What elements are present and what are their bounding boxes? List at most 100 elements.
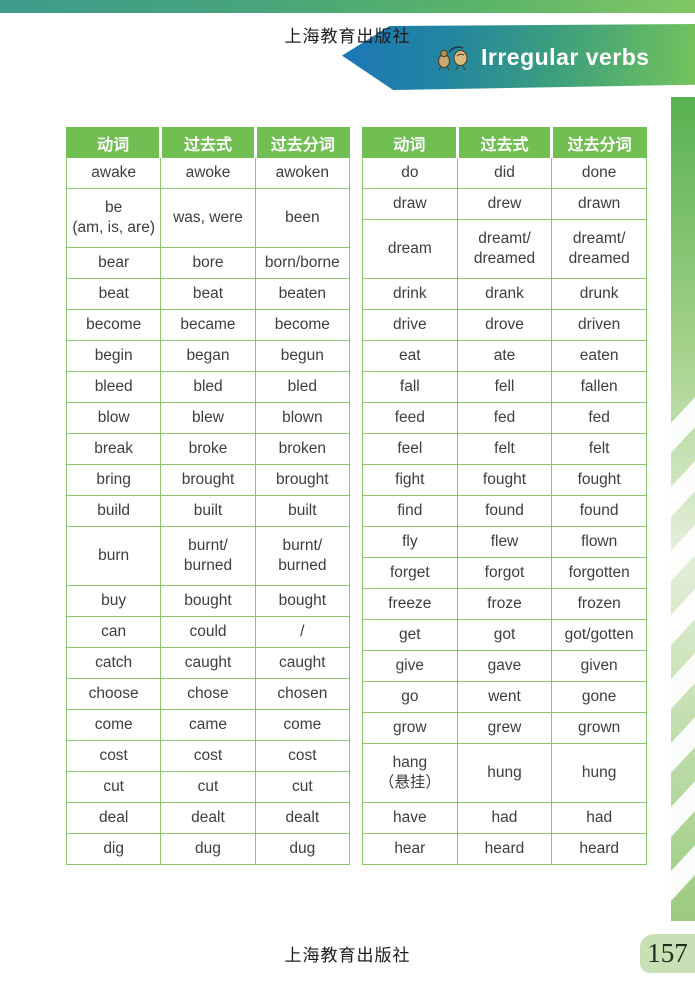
verb-cell: frozen xyxy=(551,588,647,620)
verb-cell: bled xyxy=(160,371,256,403)
verb-cell: have xyxy=(362,802,458,834)
verb-cell: cut xyxy=(65,771,162,803)
verb-cell: caught xyxy=(160,647,256,679)
verb-cell: forget xyxy=(362,557,458,589)
table-row: dig dug dug xyxy=(65,833,351,865)
table-row: find found found xyxy=(362,495,647,527)
table-row: blow blew blown xyxy=(65,402,351,434)
verb-cell: ate xyxy=(456,340,553,372)
table-row: drink drank drunk xyxy=(362,278,647,310)
header-row: 动词 过去式 过去分词 xyxy=(362,127,647,158)
verb-cell: hear xyxy=(362,833,458,865)
verb-cell: got xyxy=(456,619,553,651)
verb-cell: driven xyxy=(551,309,647,341)
table-row: awake awoke awoken xyxy=(65,157,351,189)
verb-cell: burn xyxy=(65,526,162,586)
table-row: bear bore born/borne xyxy=(65,247,351,279)
verb-cell: blew xyxy=(160,402,256,434)
table-row: draw drew drawn xyxy=(362,188,647,220)
verb-cell: fallen xyxy=(551,371,647,403)
verb-cell: do xyxy=(362,157,458,189)
verb-cell: buy xyxy=(65,585,162,617)
table-row: fall fell fallen xyxy=(362,371,647,403)
verb-cell: bleed xyxy=(65,371,162,403)
verb-cell: cost xyxy=(160,740,256,772)
table-row: break broke broken xyxy=(65,433,351,465)
table-row: hear heard heard xyxy=(362,833,647,865)
verb-cell: hung xyxy=(456,743,553,803)
verb-cell: broke xyxy=(160,433,256,465)
verb-cell: bring xyxy=(65,464,162,496)
verb-cell: dreamt/ dreamed xyxy=(551,219,647,279)
verb-cell: come xyxy=(254,709,351,741)
verb-cell: built xyxy=(254,495,351,527)
table-row: forget forgot forgotten xyxy=(362,557,647,589)
verb-cell: cost xyxy=(65,740,162,772)
verb-cell: felt xyxy=(456,433,553,465)
verb-cell: did xyxy=(456,157,553,189)
verb-cell: fed xyxy=(551,402,647,434)
verb-cell: drive xyxy=(362,309,458,341)
verb-cell: catch xyxy=(65,647,162,679)
verb-cell: been xyxy=(254,188,351,248)
column-header: 动词 xyxy=(65,127,162,158)
table-row: build built built xyxy=(65,495,351,527)
verb-cell: burnt/ burned xyxy=(254,526,351,586)
verb-cell: freeze xyxy=(362,588,458,620)
table-row: bring brought brought xyxy=(65,464,351,496)
verb-cell: eat xyxy=(362,340,458,372)
table-row: beat beat beaten xyxy=(65,278,351,310)
verb-cell: drank xyxy=(456,278,553,310)
verb-cell: got/gotten xyxy=(551,619,647,651)
table-row: fight fought fought xyxy=(362,464,647,496)
verb-cell: draw xyxy=(362,188,458,220)
verb-cell: be (am, is, are) xyxy=(65,188,162,248)
verb-cell: get xyxy=(362,619,458,651)
column-header: 过去式 xyxy=(159,127,256,158)
verb-cell: flew xyxy=(456,526,553,558)
verb-cell: drawn xyxy=(551,188,647,220)
verb-cell: feed xyxy=(362,402,458,434)
column-header: 过去分词 xyxy=(550,127,647,158)
column-header: 动词 xyxy=(362,127,458,158)
verb-cell: give xyxy=(362,650,458,682)
verb-cell: cut xyxy=(160,771,256,803)
verb-cell: gone xyxy=(551,681,647,713)
verb-cell: can xyxy=(65,616,162,648)
verb-cell: forgotten xyxy=(551,557,647,589)
table-row: get got got/gotten xyxy=(362,619,647,651)
table-row: become became become xyxy=(65,309,351,341)
verb-cell: grow xyxy=(362,712,458,744)
table-row: grow grew grown xyxy=(362,712,647,744)
table-row: buy bought bought xyxy=(65,585,351,617)
verb-cell: cost xyxy=(254,740,351,772)
birds-mascot-icon xyxy=(436,43,470,71)
table-row: cut cut cut xyxy=(65,771,351,803)
table-row: cost cost cost xyxy=(65,740,351,772)
verb-cell: dug xyxy=(160,833,256,865)
verb-cell: fell xyxy=(456,371,553,403)
verb-cell: given xyxy=(551,650,647,682)
verb-cell: became xyxy=(160,309,256,341)
verb-cell: drink xyxy=(362,278,458,310)
header-row: 动词 过去式 过去分词 xyxy=(65,127,351,158)
verb-cell: feel xyxy=(362,433,458,465)
verb-cell: choose xyxy=(65,678,162,710)
verb-cell: had xyxy=(456,802,553,834)
verb-cell: beaten xyxy=(254,278,351,310)
verb-cell: beat xyxy=(65,278,162,310)
table-row: burn burnt/ burned burnt/ burned xyxy=(65,526,351,586)
table-header: 动词 过去式 过去分词 xyxy=(65,127,351,158)
verb-cell: bought xyxy=(254,585,351,617)
verb-cell: broken xyxy=(254,433,351,465)
table-row: eat ate eaten xyxy=(362,340,647,372)
verb-cell: become xyxy=(254,309,351,341)
verb-cell: / xyxy=(254,616,351,648)
verb-cell: could xyxy=(160,616,256,648)
verb-cell: chosen xyxy=(254,678,351,710)
verb-cell: dream xyxy=(362,219,458,279)
table-row: have had had xyxy=(362,802,647,834)
table-row: hang （悬挂） hung hung xyxy=(362,743,647,803)
table-row: do did done xyxy=(362,157,647,189)
